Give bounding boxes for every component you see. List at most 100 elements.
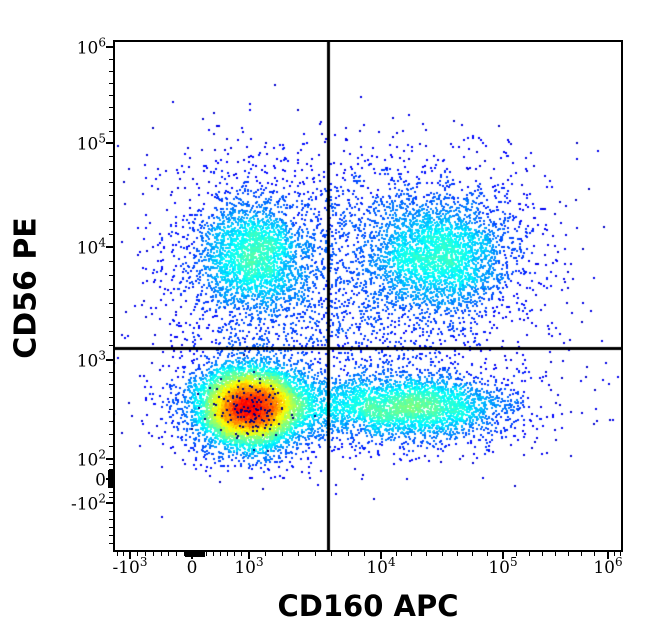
y-minor-tick — [109, 534, 113, 536]
x-minor-tick — [541, 552, 543, 556]
tick-label-base: 0 — [95, 470, 106, 491]
x-minor-tick — [116, 552, 118, 556]
y-minor-tick — [109, 303, 113, 304]
y-tick-label: 104 — [76, 237, 106, 259]
x-minor-tick — [265, 552, 266, 556]
x-tick-label: 105 — [488, 556, 517, 578]
y-minor-tick — [109, 371, 113, 373]
tick-label-exponent: 3 — [256, 555, 264, 569]
x-minor-tick — [193, 552, 195, 557]
x-minor-tick — [241, 552, 243, 556]
y-minor-tick — [108, 484, 113, 486]
x-minor-tick — [426, 552, 428, 556]
x-tick-label: 103 — [234, 556, 263, 577]
x-minor-tick — [145, 552, 146, 556]
x-minor-tick — [298, 552, 299, 556]
x-minor-tick — [472, 552, 473, 556]
y-minor-tick — [109, 155, 113, 157]
y-minor-tick — [109, 433, 113, 435]
y-minor-tick — [109, 396, 113, 398]
y-minor-tick — [109, 409, 113, 410]
x-minor-tick — [619, 552, 621, 556]
x-minor-tick — [197, 552, 199, 557]
x-major-tick — [607, 552, 609, 559]
tick-label-base: 10 — [76, 450, 99, 471]
y-minor-tick — [109, 491, 113, 493]
y-minor-tick — [109, 207, 113, 209]
x-minor-tick — [176, 552, 177, 556]
y-axis-title: CD56 PE — [8, 217, 44, 359]
y-minor-tick — [109, 288, 113, 290]
tick-label-base: 10 — [76, 134, 99, 155]
y-tick-label: 106 — [77, 37, 106, 58]
x-minor-tick — [281, 552, 283, 556]
x-minor-tick — [137, 552, 139, 556]
y-minor-tick — [109, 194, 113, 196]
y-minor-tick — [109, 274, 113, 276]
x-minor-tick — [331, 552, 332, 556]
y-minor-tick — [109, 510, 113, 512]
y-major-tick — [106, 46, 113, 48]
x-minor-tick — [212, 552, 214, 556]
tick-label-base: 10 — [366, 558, 388, 578]
x-tick-label: 104 — [366, 556, 395, 578]
x-minor-tick — [613, 552, 615, 556]
y-minor-tick — [109, 384, 113, 386]
x-minor-tick — [581, 552, 583, 556]
x-minor-tick — [203, 552, 205, 557]
y-minor-tick — [108, 470, 113, 472]
x-minor-tick — [364, 552, 365, 556]
x-minor-tick — [528, 552, 530, 556]
tick-label-exponent: 2 — [98, 491, 106, 506]
y-minor-tick — [109, 526, 113, 528]
y-minor-tick — [108, 482, 113, 484]
x-minor-tick — [594, 552, 596, 556]
y-major-tick — [106, 458, 113, 460]
y-minor-tick — [109, 130, 113, 132]
y-tick-label: 103 — [77, 350, 106, 371]
x-tick-label: 106 — [593, 556, 622, 577]
tick-label-exponent: 5 — [98, 131, 106, 146]
y-minor-tick — [109, 468, 113, 470]
x-minor-tick — [189, 552, 191, 557]
x-minor-tick — [487, 552, 489, 556]
x-minor-tick — [191, 552, 193, 557]
y-major-tick — [106, 142, 113, 144]
y-tick-label: 102 — [76, 449, 106, 471]
x-minor-tick — [220, 552, 221, 556]
y-minor-tick — [108, 486, 113, 488]
x-minor-tick — [201, 552, 203, 557]
y-minor-tick — [109, 331, 113, 333]
y-minor-tick — [109, 70, 113, 72]
x-minor-tick — [160, 552, 162, 556]
tick-label-base: 10 — [488, 558, 510, 578]
tick-label-exponent: 4 — [98, 235, 106, 250]
x-major-tick — [248, 552, 250, 559]
y-minor-tick — [109, 118, 113, 120]
y-minor-tick — [109, 421, 113, 423]
x-minor-tick — [314, 552, 316, 556]
x-major-tick — [129, 552, 131, 559]
y-minor-tick — [109, 58, 113, 60]
y-minor-tick — [108, 472, 113, 474]
density-dot-plot-canvas — [113, 40, 623, 552]
y-minor-tick — [109, 220, 113, 222]
x-minor-tick — [183, 552, 185, 556]
x-axis-title: CD160 APC — [277, 589, 459, 623]
y-minor-tick — [108, 480, 113, 482]
x-minor-tick — [199, 552, 201, 557]
x-minor-tick — [395, 552, 397, 556]
y-minor-tick — [109, 260, 113, 262]
y-major-tick — [106, 359, 113, 361]
tick-label-base: -10 — [112, 558, 140, 578]
y-minor-tick — [109, 345, 113, 347]
tick-label-base: 0 — [186, 558, 198, 578]
y-minor-tick — [108, 474, 113, 476]
x-minor-tick — [568, 552, 570, 556]
tick-label-exponent: 5 — [510, 555, 518, 569]
tick-label-exponent: 4 — [388, 555, 396, 569]
x-minor-tick — [347, 552, 349, 556]
tick-label-base: 10 — [76, 238, 99, 259]
x-minor-tick — [185, 552, 187, 557]
